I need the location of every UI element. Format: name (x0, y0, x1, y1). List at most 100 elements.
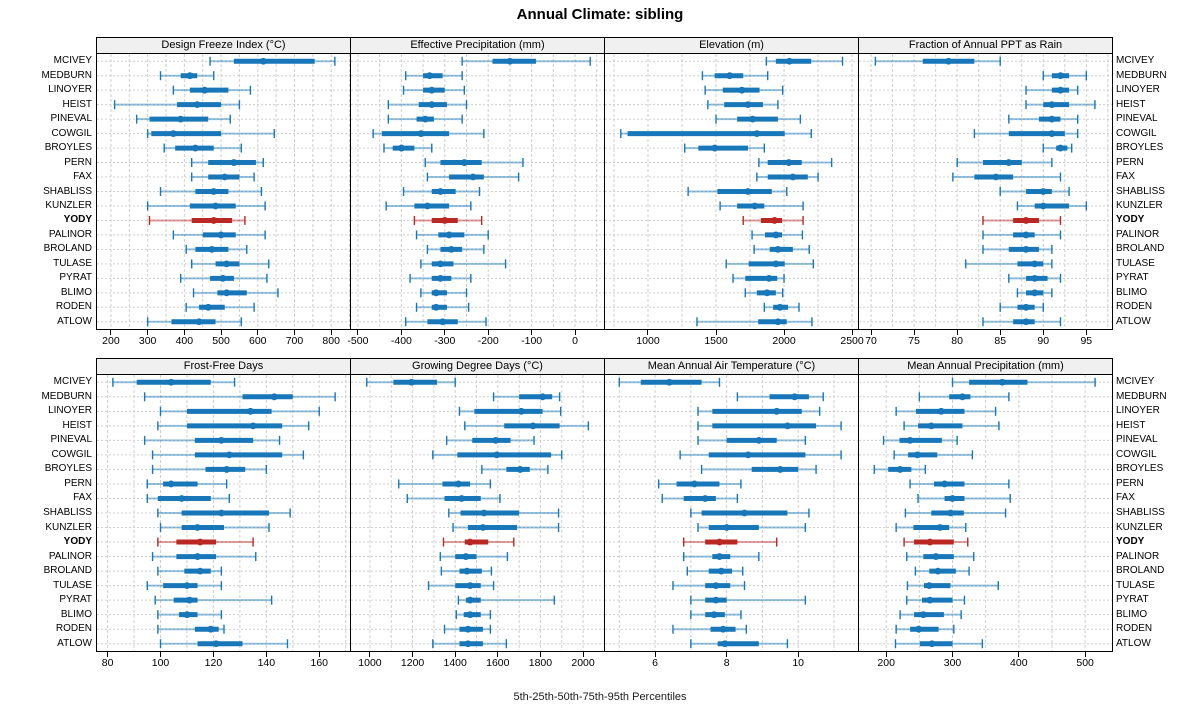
percentile-row-heist (157, 421, 310, 431)
x-tick-label: 85 (994, 335, 1007, 347)
median-dot (195, 318, 203, 326)
median-dot (786, 57, 793, 65)
x-tick (183, 330, 185, 335)
percentile-row-atlow (405, 317, 487, 327)
percentile-row-cowgil (620, 129, 812, 139)
percentile-row-blimo (690, 610, 742, 620)
percentile-row-pineval (135, 114, 231, 124)
percentile-row-roden (999, 302, 1044, 312)
grid-svg (859, 54, 1112, 329)
median-dot (466, 611, 474, 619)
percentile-row-mcivey (951, 377, 1096, 387)
median-dot (913, 451, 921, 459)
x-tick-label: 6 (652, 657, 658, 669)
median-dot (225, 451, 233, 459)
median-dot (774, 318, 782, 326)
median-dot (1039, 188, 1047, 195)
median-dot (949, 495, 956, 502)
station-label-palinor: PALINOR (1116, 550, 1160, 562)
station-label-palinor: PALINOR (48, 550, 92, 562)
median-dot (919, 611, 927, 619)
x-tick-label: 800 (322, 335, 340, 347)
percentile-row-pyrat (732, 273, 785, 283)
station-label-broland: BROLAND (43, 243, 92, 255)
median-dot (223, 260, 230, 268)
x-tick-label: 200 (102, 335, 120, 347)
percentile-row-shabliss (904, 508, 1007, 518)
median-dot (208, 245, 216, 253)
panel-frost-free-days (96, 374, 350, 652)
median-dot (925, 582, 933, 590)
median-dot (1048, 130, 1056, 138)
median-dot (201, 86, 208, 94)
x-tick-label: 1000 (358, 657, 382, 669)
median-dot (517, 407, 525, 415)
panel-mean-annual-precipitation-mm (858, 374, 1113, 652)
x-tick (647, 330, 649, 335)
percentile-row-linoyer (697, 406, 821, 416)
station-label-tulase: TULASE (53, 257, 92, 269)
median-dot (462, 553, 470, 560)
percentile-row-roden (672, 624, 748, 634)
median-dot (204, 303, 212, 311)
x-tick-label: 1600 (486, 657, 510, 669)
percentile-row-atlow (894, 639, 984, 649)
median-dot (270, 393, 278, 401)
percentile-row-blimo (157, 610, 223, 620)
x-tick (913, 330, 915, 335)
panel-effective-precipitation-mm (350, 53, 604, 330)
median-dot (428, 86, 436, 94)
grid-svg (859, 375, 1112, 651)
median-dot (738, 86, 746, 94)
station-label-tulase: TULASE (1116, 579, 1155, 591)
x-tick-label: 75 (908, 335, 920, 347)
x-tick-label: 140 (257, 657, 276, 669)
x-tick (654, 652, 656, 657)
percentile-row-mcivey (112, 377, 236, 387)
station-label-pern: PERN (1116, 156, 1144, 168)
median-dot (1022, 245, 1030, 253)
station-label-pyrat: PYRAT (1116, 594, 1149, 606)
percentile-row-fax (952, 172, 1062, 182)
percentile-row-mcivey (209, 56, 336, 66)
percentile-row-pineval (1008, 114, 1079, 124)
x-tick-label: 160 (310, 657, 329, 669)
percentile-row-kunzler (1016, 201, 1088, 211)
median-dot (1031, 260, 1039, 268)
median-dot (1022, 318, 1030, 326)
median-dot (230, 159, 238, 166)
x-tick (220, 330, 222, 335)
median-dot (539, 393, 546, 401)
percentile-row-broland (157, 566, 223, 576)
percentile-row-atlow (159, 639, 289, 649)
median-dot (223, 466, 231, 473)
x-tick (212, 652, 214, 657)
grid-svg (97, 54, 350, 329)
percentile-row-roden (443, 624, 492, 634)
station-label-pineval: PINEVAL (50, 434, 93, 446)
median-dot (959, 393, 966, 401)
percentile-row-heist (697, 421, 842, 431)
station-label-pern: PERN (64, 156, 92, 168)
median-dot (167, 378, 175, 386)
x-tick (582, 652, 584, 657)
median-dot (424, 202, 431, 210)
station-label-kunzler: KUNZLER (45, 521, 92, 533)
percentile-row-cowgil (146, 129, 275, 139)
median-dot (466, 582, 474, 590)
median-dot (196, 567, 204, 575)
median-dot (774, 245, 782, 253)
station-label-yody: YODY (1116, 536, 1145, 548)
station-label-medburn: MEDBURN (41, 390, 92, 402)
median-dot (772, 231, 780, 239)
percentile-row-tulase (906, 581, 999, 591)
median-dot (212, 640, 220, 648)
median-dot (464, 640, 472, 648)
median-dot (191, 144, 199, 152)
percentile-row-linoyer (172, 85, 252, 95)
percentile-row-tulase (190, 259, 270, 269)
x-tick (885, 652, 887, 657)
station-label-shabliss: SHABLISS (1116, 507, 1165, 518)
station-label-tulase: TULASE (1116, 257, 1155, 269)
station-label-broland: BROLAND (43, 565, 92, 577)
